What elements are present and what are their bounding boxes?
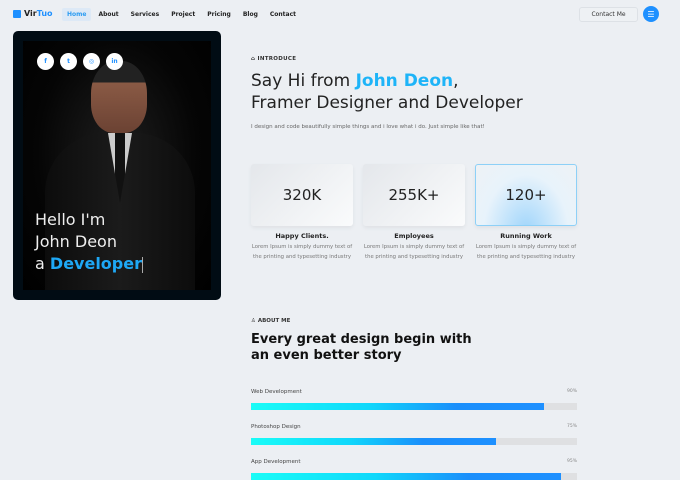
skill-fill — [251, 438, 496, 445]
nav-pricing[interactable]: Pricing — [207, 11, 231, 18]
nav-home[interactable]: Home — [62, 8, 92, 21]
intro-subtitle: I design and code beautifully simple thi… — [251, 124, 485, 130]
nav-contact[interactable]: Contact — [269, 11, 296, 18]
skill-fill — [251, 473, 561, 480]
profile-photo: f t ◎ in Hello I'm John Deon a Developer — [23, 41, 211, 290]
navbar: Vir Tuo Home About Services Project Prici… — [0, 0, 680, 30]
home-icon: ⌂ — [251, 56, 256, 62]
skill-bar: App Development 95% — [251, 459, 577, 480]
skill-fill — [251, 403, 545, 410]
twitter-icon[interactable]: t — [60, 53, 77, 70]
logo[interactable]: Vir Tuo — [13, 9, 53, 18]
hero-greeting: Hello I'm John Deon a Developer — [35, 210, 143, 273]
nav-project[interactable]: Project — [171, 11, 196, 18]
section-label: ♙ ABOUT ME — [251, 318, 291, 324]
user-icon: ♙ — [251, 318, 256, 324]
skill-bar: Web Development 90% — [251, 389, 577, 410]
typing-cursor — [142, 256, 143, 273]
hero-card: f t ◎ in Hello I'm John Deon a Developer — [13, 31, 221, 300]
contact-me-button[interactable]: Contact Me — [579, 7, 638, 22]
stat-card: 120+ Running Work Lorem Ipsum is simply … — [475, 164, 577, 262]
skill-bar: Photoshop Design 75% — [251, 424, 577, 445]
nav-services[interactable]: Services — [130, 11, 160, 18]
stat-card: 320K Happy Clients. Lorem Ipsum is simpl… — [251, 164, 353, 262]
nav-menu: Home About Services Project Pricing Blog… — [62, 8, 301, 21]
nav-about[interactable]: About — [98, 11, 119, 18]
photo-head — [91, 61, 147, 133]
logo-icon — [13, 9, 21, 18]
section-label: ⌂ INTRODUCE — [251, 56, 297, 62]
social-links: f t ◎ in — [37, 53, 123, 70]
facebook-icon[interactable]: f — [37, 53, 54, 70]
hamburger-icon[interactable]: ☰ — [643, 6, 659, 22]
page-title: Say Hi from John Deon, Framer Designer an… — [251, 71, 523, 113]
instagram-icon[interactable]: ◎ — [83, 53, 100, 70]
nav-blog[interactable]: Blog — [242, 11, 258, 18]
stat-card: 255K+ Employees Lorem Ipsum is simply du… — [363, 164, 465, 262]
about-title: Every great design begin with an even bet… — [251, 332, 472, 363]
linkedin-icon[interactable]: in — [106, 53, 123, 70]
